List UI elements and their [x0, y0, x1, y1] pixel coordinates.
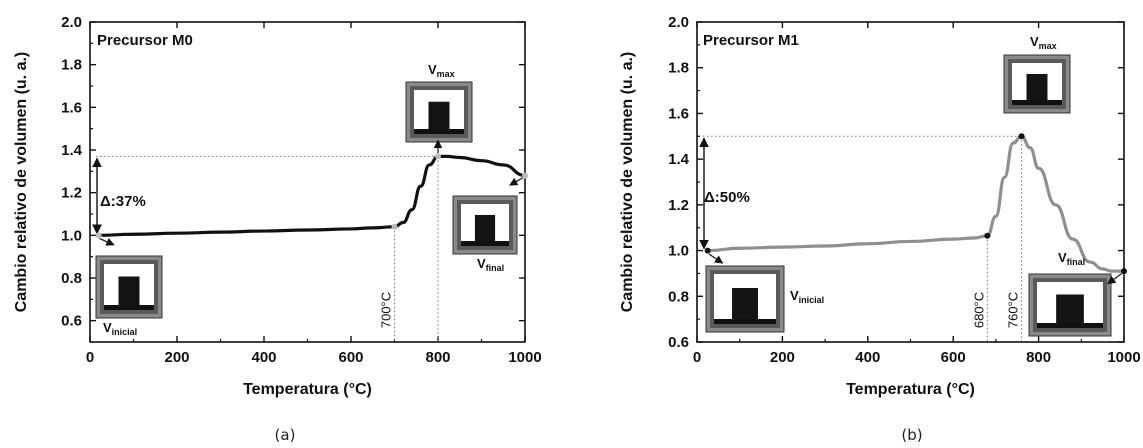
temp-marker-label: 700°C: [379, 292, 394, 328]
sample-block: [474, 214, 496, 241]
volume-label-sub: final: [486, 263, 505, 273]
y-tick-label: 0.6: [61, 313, 82, 330]
x-axis-label: Temperatura (°C): [846, 381, 975, 398]
pointer-arrow: [509, 177, 524, 186]
temp-marker-label: 680°C: [971, 292, 986, 328]
x-tick-label: 400: [251, 349, 276, 366]
data-line: [707, 134, 1124, 273]
data-point: [95, 232, 102, 239]
volume-label-main: V: [428, 62, 437, 77]
photo-base-bar: [414, 129, 464, 134]
x-tick-label: 800: [1026, 349, 1051, 366]
data-point: [1121, 268, 1127, 275]
volume-label-main: V: [1030, 34, 1039, 49]
chart-title: Precursor M0: [97, 32, 193, 49]
y-axis-label: Cambio relativo de volumen (u. a.): [619, 52, 636, 313]
sample-block: [1026, 73, 1048, 100]
pointer-arrow: [99, 237, 115, 246]
x-tick-label: 1000: [1107, 349, 1140, 366]
volume-label-main: V: [477, 256, 486, 271]
y-tick-label: 0.6: [668, 334, 689, 351]
sample-block: [118, 276, 140, 305]
photo-base-bar: [461, 241, 509, 246]
sample-block: [428, 101, 450, 129]
volume-label-sub: max: [1039, 41, 1057, 51]
y-tick-label: 0.8: [668, 288, 689, 305]
data-point: [435, 153, 441, 160]
panel-label: (b): [901, 426, 922, 444]
chart-title: Precursor M1: [703, 32, 799, 49]
volume-label-vfinal: Vfinal: [1058, 250, 1085, 267]
sample-block: [731, 288, 759, 319]
volume-label-main: V: [790, 288, 799, 303]
x-tick-label: 1000: [508, 349, 541, 366]
chart-panel-2: 0 200 400 600 800 1000 0.6 0.8 1.0 1.2 1.4 1.6 1.8 2.…: [619, 14, 1141, 444]
sample-photo-vinicial: Vinicial: [705, 265, 824, 333]
y-tick-label: 1.6: [61, 99, 82, 116]
x-tick-label: 400: [855, 349, 880, 366]
sample-photo-vfinal: Vfinal: [1028, 250, 1112, 337]
y-axis-label: Cambio relativo de volumen (u. a.): [13, 52, 30, 313]
photo-base-bar: [714, 319, 776, 324]
photo-base-bar: [104, 305, 154, 310]
y-tick-label: 2.0: [61, 14, 82, 31]
volume-label-vmax: Vmax: [428, 62, 455, 79]
sample-photo-vmax: Vmax: [405, 62, 473, 143]
data-point: [1018, 133, 1025, 140]
volume-label-sub: final: [1067, 257, 1086, 267]
y-tick-label: 0.8: [61, 270, 82, 287]
sample-block: [1056, 294, 1084, 323]
y-tick-label: 1.0: [668, 243, 689, 260]
volume-label-vinicial: Vinicial: [103, 320, 137, 337]
x-tick-label: 0: [86, 349, 94, 366]
pointer-arrow: [708, 253, 724, 264]
data-point: [391, 223, 398, 230]
volume-label-vmax: Vmax: [1030, 34, 1057, 51]
data-point: [704, 247, 711, 254]
sample-photo-vmax: Vmax: [1003, 34, 1071, 114]
y-tick-label: 1.4: [668, 151, 690, 168]
y-tick-label: 1.2: [668, 197, 689, 214]
volume-label-vinicial: Vinicial: [790, 288, 824, 305]
data-point: [984, 232, 991, 239]
photo-base-bar: [1037, 323, 1103, 328]
volume-label-vfinal: Vfinal: [477, 256, 504, 273]
y-tick-label: 1.0: [61, 227, 82, 244]
delta-label: Δ:37%: [100, 193, 146, 210]
x-tick-label: 0: [693, 349, 701, 366]
x-tick-label: 800: [425, 349, 450, 366]
delta-label: Δ:50%: [704, 189, 750, 206]
x-tick-label: 200: [770, 349, 795, 366]
y-tick-label: 1.6: [668, 105, 689, 122]
x-tick-label: 600: [941, 349, 966, 366]
panel-label: (a): [275, 426, 296, 444]
data-line: [98, 154, 526, 237]
y-tick-label: 1.8: [668, 60, 689, 77]
sample-photo-vfinal: Vfinal: [452, 195, 518, 273]
y-tick-label: 1.4: [61, 142, 83, 159]
y-tick-label: 2.0: [668, 14, 689, 31]
y-tick-label: 1.2: [61, 185, 82, 202]
x-tick-label: 600: [338, 349, 363, 366]
x-tick-label: 200: [164, 349, 189, 366]
volume-label-sub: max: [437, 69, 455, 79]
y-tick-label: 1.8: [61, 57, 82, 74]
data-point: [522, 172, 528, 179]
volume-label-main: V: [103, 320, 112, 335]
volume-label-sub: inicial: [799, 295, 825, 305]
volume-label-main: V: [1058, 250, 1067, 265]
x-axis-label: Temperatura (°C): [243, 381, 372, 398]
sample-photo-vinicial: Vinicial: [95, 255, 163, 337]
temp-marker-label: 760°C: [1006, 292, 1021, 328]
volume-label-sub: inicial: [112, 327, 138, 337]
pointer-arrow: [1107, 272, 1123, 285]
chart-panel-1: 0 200 400 600 800 1000 0.6 0.8 1.0 1.2 1.4 1.6 1.8 2.…: [13, 14, 542, 444]
photo-base-bar: [1012, 100, 1062, 105]
